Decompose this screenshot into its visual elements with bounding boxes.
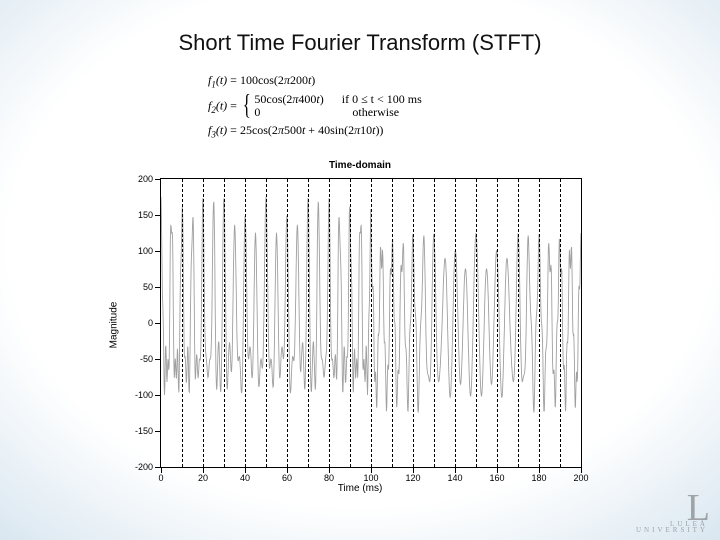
xtick-label: 140 xyxy=(447,473,462,483)
xtick-label: 120 xyxy=(405,473,420,483)
ytick-label: -150 xyxy=(135,426,153,436)
frame-divider xyxy=(350,179,351,467)
plot-xlabel: Time (ms) xyxy=(120,483,600,494)
frame-divider xyxy=(455,179,456,467)
frame-divider xyxy=(392,179,393,467)
page-title: Short Time Fourier Transform (STFT) xyxy=(0,30,720,56)
eq-f2: f2(t) = { 50cos(2π400t)if 0 ≤ t < 100 ms… xyxy=(208,93,422,121)
xtick-label: 100 xyxy=(363,473,378,483)
plot-container: Time-domain Magnitude -200-150-100-50050… xyxy=(120,160,600,490)
xtick-label: 40 xyxy=(240,473,250,483)
ytick-label: 100 xyxy=(138,246,153,256)
ytick-label: -50 xyxy=(140,354,153,364)
ytick-label: 150 xyxy=(138,210,153,220)
ytick-label: 0 xyxy=(148,318,153,328)
xtick-label: 160 xyxy=(489,473,504,483)
xtick-label: 0 xyxy=(158,473,163,483)
slide: Short Time Fourier Transform (STFT) f1(t… xyxy=(0,0,720,540)
ytick-label: -200 xyxy=(135,462,153,472)
logo-mark: L xyxy=(636,494,708,522)
footer-logo: L LULEÅ UNIVERSITY xyxy=(636,494,708,534)
frame-divider xyxy=(413,179,414,467)
frame-divider xyxy=(518,179,519,467)
frame-divider xyxy=(245,179,246,467)
plot-ylabel: Magnitude xyxy=(109,302,120,349)
ytick-label: 200 xyxy=(138,174,153,184)
plot-title: Time-domain xyxy=(120,160,600,171)
frame-divider xyxy=(497,179,498,467)
frame-divider xyxy=(308,179,309,467)
xtick-label: 60 xyxy=(282,473,292,483)
frame-divider xyxy=(203,179,204,467)
frame-divider xyxy=(560,179,561,467)
plot-axes: -200-150-100-500501001502000204060801001… xyxy=(160,178,582,468)
frame-divider xyxy=(539,179,540,467)
eq-f3: f3(t) = 25cos(2π500t + 40sin(2π10t)) xyxy=(208,122,422,141)
frame-divider xyxy=(476,179,477,467)
xtick-label: 200 xyxy=(573,473,588,483)
frame-divider xyxy=(329,179,330,467)
frame-divider xyxy=(371,179,372,467)
xtick-label: 20 xyxy=(198,473,208,483)
frame-divider xyxy=(182,179,183,467)
frame-divider xyxy=(224,179,225,467)
xtick-label: 180 xyxy=(531,473,546,483)
frame-divider xyxy=(287,179,288,467)
logo-line2: UNIVERSITY xyxy=(636,526,708,534)
ytick-label: 50 xyxy=(143,282,153,292)
frame-divider xyxy=(434,179,435,467)
xtick-label: 80 xyxy=(324,473,334,483)
ytick-label: -100 xyxy=(135,390,153,400)
frame-divider xyxy=(266,179,267,467)
eq-f1: f1(t) = 100cos(2π200t) xyxy=(208,72,422,91)
equations-block: f1(t) = 100cos(2π200t) f2(t) = { 50cos(2… xyxy=(208,72,422,141)
